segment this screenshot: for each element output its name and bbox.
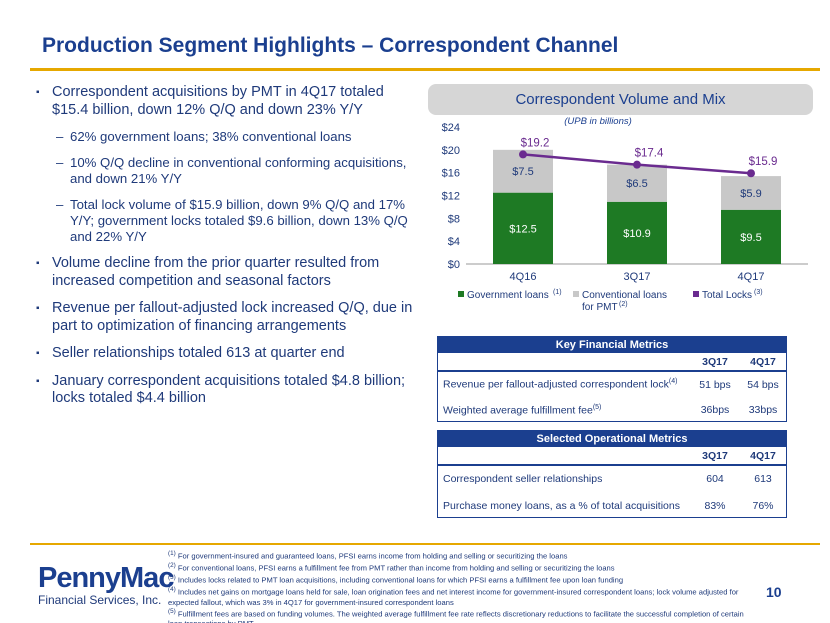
- sub-bullet-item: Total lock volume of $15.9 billion, down…: [36, 197, 421, 245]
- company-logo: PennyMac Financial Services, Inc.: [38, 562, 174, 607]
- bullet-item: Seller relationships totaled 613 at quar…: [36, 345, 421, 363]
- sub-bullet-item: 10% Q/Q decline in conventional conformi…: [36, 155, 421, 187]
- key-metrics-table: Key Financial Metrics 3Q17 4Q17 Revenue …: [437, 336, 787, 423]
- logo-subtitle: Financial Services, Inc.: [38, 593, 162, 607]
- y-tick-label: $4: [448, 236, 460, 248]
- data-label-total-locks: $17.4: [635, 148, 664, 160]
- data-label-government: $9.5: [740, 232, 761, 244]
- footnote: (2) For conventional loans, PFSI earns a…: [168, 562, 615, 573]
- data-label-total-locks: $15.9: [749, 156, 778, 168]
- legend-marker: [458, 291, 464, 297]
- x-tick-label: 4Q16: [510, 271, 537, 283]
- y-tick-label: $16: [442, 168, 460, 180]
- table-row: Correspondent seller relationships 604 6…: [437, 465, 787, 492]
- cell-value: 54 bps: [747, 378, 779, 391]
- cell-value: 33bps: [748, 404, 778, 416]
- logo-wordmark: PennyMac: [38, 562, 174, 594]
- data-label-conventional: $6.5: [626, 178, 647, 190]
- data-label-government: $10.9: [623, 228, 651, 240]
- row-label: Weighted average fulfillment fee(5): [443, 403, 602, 417]
- cell-value: 613: [754, 473, 772, 485]
- data-label-total-locks: $19.2: [521, 137, 550, 149]
- volume-mix-chart: (UPB in billions) $0 $4 $8 $12 $16 $20 $24 $12.5…: [442, 116, 808, 313]
- bar-government-loans: [493, 192, 553, 264]
- title-divider: [30, 68, 820, 71]
- chart-title: Correspondent Volume and Mix: [428, 84, 813, 115]
- bullet-item: January correspondent acquisitions total…: [36, 373, 421, 408]
- table-row: Revenue per fallout-adjusted corresponde…: [437, 371, 787, 397]
- page-title: Production Segment Highlights – Correspo…: [42, 34, 619, 57]
- page-number: 10: [766, 584, 782, 600]
- y-tick-label: $12: [442, 191, 460, 203]
- cell-value: 36bps: [700, 404, 730, 416]
- column-header: 3Q17: [691, 447, 739, 466]
- footnotes: (1) For government-insured and guarantee…: [168, 549, 758, 623]
- column-header: 4Q17: [739, 447, 787, 466]
- empty-header-cell: [437, 353, 691, 372]
- y-tick-label: $8: [448, 213, 460, 225]
- chart-subtitle: (UPB in billions): [564, 116, 632, 127]
- bullet-item: Revenue per fallout-adjusted lock increa…: [36, 300, 421, 335]
- table-row: Purchase money loans, as a % of total ac…: [437, 492, 787, 519]
- cell-value: 76%: [752, 499, 774, 512]
- footer-divider: [30, 543, 820, 545]
- bar-conventional-loans: [721, 176, 781, 210]
- footnote: (4) Includes net gains on mortgage loans…: [168, 586, 739, 607]
- legend-government-sup: (1): [553, 289, 562, 296]
- footnote: (1) For government-insured and guarantee…: [168, 550, 568, 561]
- empty-header-cell: [437, 447, 691, 466]
- total-locks-point: [519, 150, 527, 159]
- legend-conventional-label: Conventional loans: [582, 290, 667, 301]
- x-tick-label: 4Q17: [738, 271, 765, 283]
- cell-value: 604: [706, 473, 724, 485]
- table-row: Weighted average fulfillment fee(5) 36bp…: [437, 397, 787, 423]
- legend-marker: [693, 291, 699, 297]
- cell-value: 83%: [704, 499, 726, 512]
- data-label-conventional: $5.9: [740, 188, 761, 200]
- bar-government-loans: [721, 209, 781, 264]
- column-header: 3Q17: [691, 353, 739, 372]
- y-tick-label: $24: [442, 122, 460, 134]
- legend-locks-label: Total Locks: [702, 290, 752, 301]
- legend-locks-sup: (3): [754, 289, 763, 296]
- bar-conventional-loans: [607, 164, 667, 202]
- y-tick-label: $0: [448, 259, 460, 271]
- footnote: (5) Fulfillment fees are based on fundin…: [168, 608, 744, 623]
- legend-marker: [573, 291, 579, 297]
- legend-government-label: Government loans: [467, 290, 549, 301]
- column-header: 4Q17: [739, 353, 787, 372]
- bullet-item: Correspondent acquisitions by PMT in 4Q1…: [36, 84, 421, 119]
- y-tick-label: $20: [442, 145, 460, 157]
- data-label-conventional: $7.5: [512, 166, 533, 178]
- cell-value: 51 bps: [699, 378, 731, 391]
- key-metrics-title: Key Financial Metrics: [437, 336, 787, 353]
- legend-conventional-label-line2: for PMT: [582, 302, 618, 313]
- legend-conventional-sup: (2): [619, 301, 628, 308]
- total-locks-point: [633, 160, 641, 169]
- footnote: (3) Includes locks related to PMT loan a…: [168, 574, 624, 585]
- bullet-item: Volume decline from the prior quarter re…: [36, 255, 421, 290]
- operational-metrics-title: Selected Operational Metrics: [437, 430, 787, 447]
- data-label-government: $12.5: [509, 223, 537, 235]
- sub-bullet-item: 62% government loans; 38% conventional l…: [36, 129, 421, 145]
- row-label: Purchase money loans, as a % of total ac…: [443, 499, 680, 512]
- row-label: Revenue per fallout-adjusted corresponde…: [443, 378, 678, 391]
- row-label: Correspondent seller relationships: [443, 473, 603, 485]
- bar-government-loans: [607, 201, 667, 264]
- bullet-list: Correspondent acquisitions by PMT in 4Q1…: [36, 84, 421, 418]
- total-locks-point: [747, 169, 755, 178]
- operational-metrics-table: Selected Operational Metrics 3Q17 4Q17 C…: [437, 430, 787, 519]
- x-tick-label: 3Q17: [624, 271, 651, 283]
